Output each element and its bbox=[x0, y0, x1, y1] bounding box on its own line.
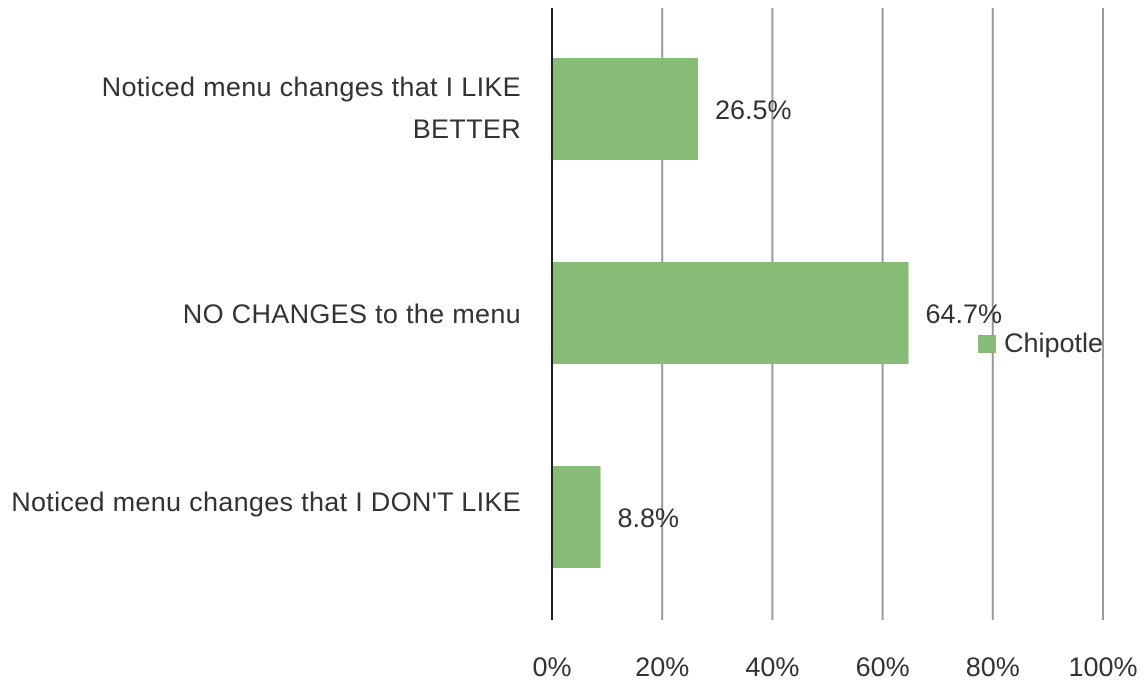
category-label-like-better: Noticed menu changes that I LIKE BETTER bbox=[101, 72, 521, 144]
data-label: 26.5% bbox=[715, 95, 792, 125]
x-tick-label: 80% bbox=[966, 652, 1020, 681]
x-tick-label: 0% bbox=[532, 652, 571, 681]
category-label-dont-like: Noticed menu changes that I DON'T LIKE bbox=[11, 487, 521, 517]
chart-legend: Chipotle bbox=[978, 328, 1103, 359]
bar bbox=[552, 262, 909, 364]
data-label: 8.8% bbox=[617, 503, 679, 533]
bar bbox=[552, 58, 699, 160]
bar bbox=[552, 466, 601, 568]
data-label: 64.7% bbox=[925, 299, 1002, 329]
category-label-no-changes: NO CHANGES to the menu bbox=[182, 299, 521, 329]
x-tick-label: 20% bbox=[635, 652, 689, 681]
x-tick-label: 60% bbox=[856, 652, 910, 681]
x-tick-label: 40% bbox=[745, 652, 799, 681]
legend-swatch bbox=[978, 334, 996, 353]
x-tick-label: 100% bbox=[1068, 652, 1137, 681]
legend-label: Chipotle bbox=[1004, 328, 1104, 358]
